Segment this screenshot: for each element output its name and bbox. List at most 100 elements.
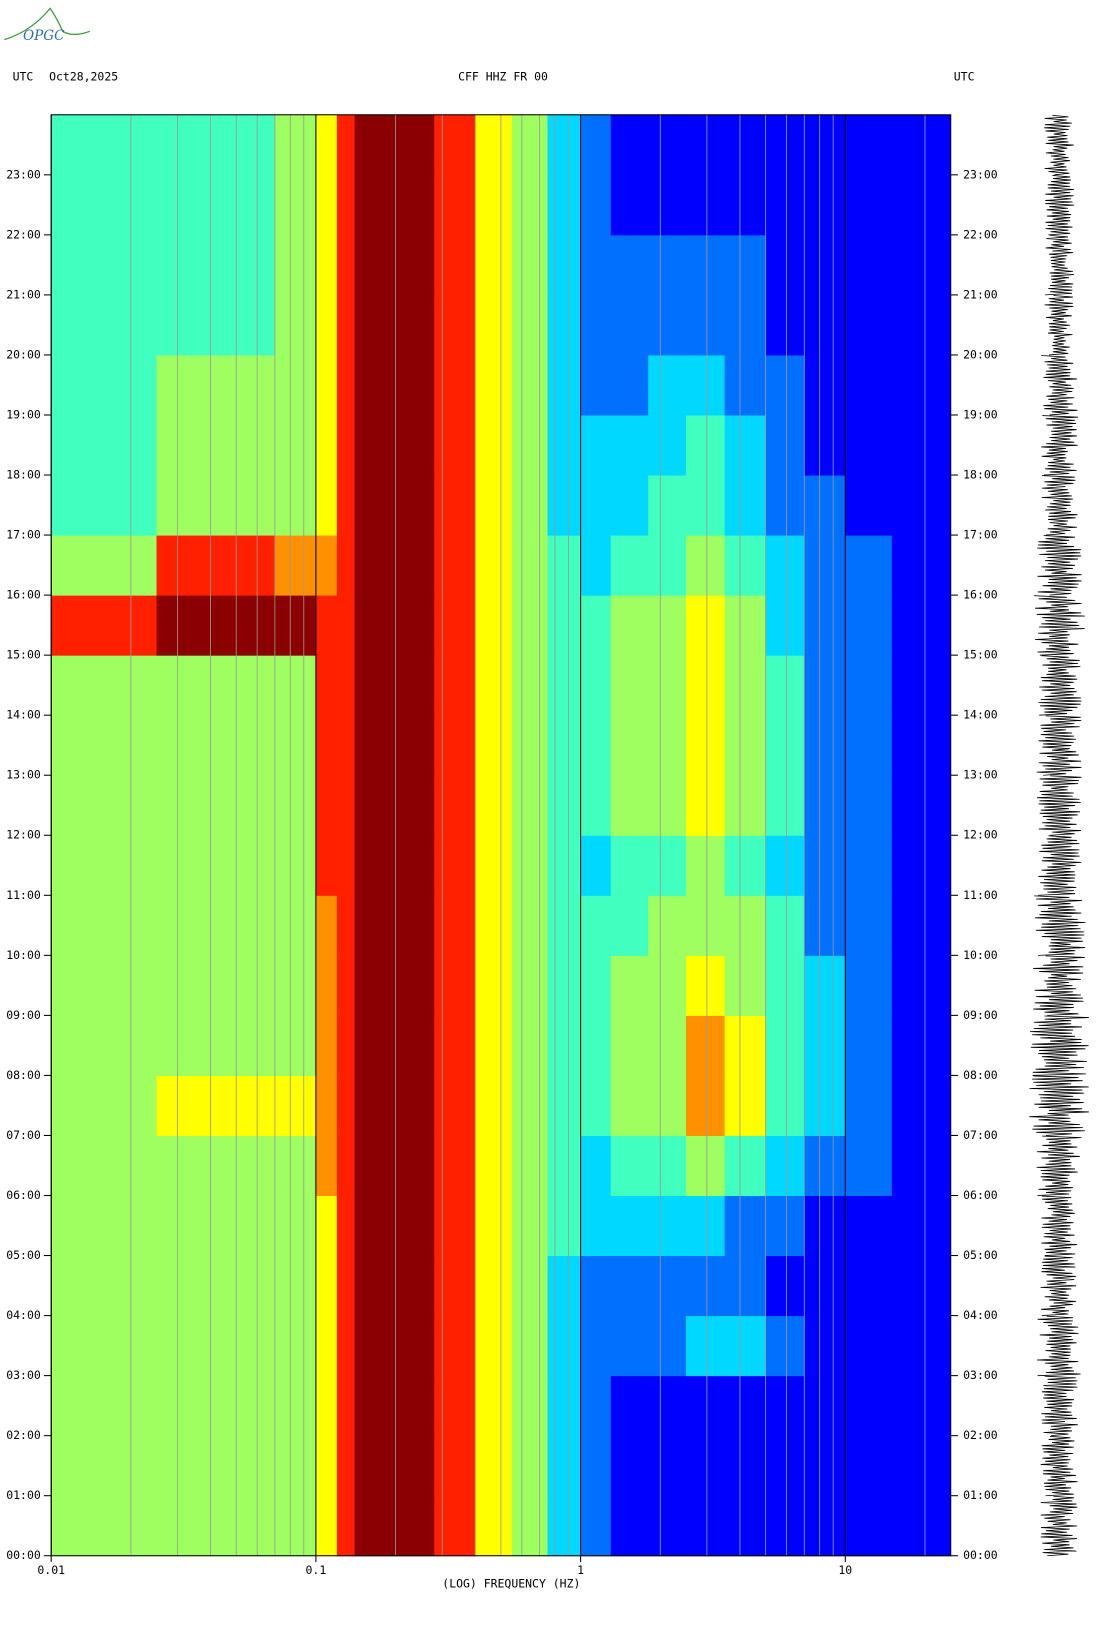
- heat-cell: [156, 1495, 276, 1557]
- date: Oct28,2025: [49, 70, 118, 84]
- heat-cell: [315, 414, 338, 476]
- heat-cell: [315, 1015, 338, 1076]
- heat-cell: [51, 114, 158, 176]
- heat-cell: [648, 715, 687, 776]
- heat-cell: [434, 1195, 476, 1257]
- heat-cell: [610, 1495, 649, 1557]
- heat-cell: [475, 595, 513, 656]
- heat-cell: [156, 414, 276, 476]
- y-tick-label: 03:00: [963, 1368, 998, 1382]
- heat-cell: [648, 595, 687, 656]
- heat-cell: [845, 1495, 893, 1557]
- heat-cell: [724, 1015, 767, 1076]
- heat-cell: [724, 1075, 767, 1136]
- y-tick-label: 12:00: [6, 828, 41, 842]
- y-tick-label: 09:00: [963, 1008, 998, 1022]
- x-tick-label: 0.01: [37, 1563, 65, 1577]
- heat-cell: [648, 1435, 687, 1497]
- heat-cell: [685, 1315, 726, 1377]
- heat-cell: [434, 1135, 476, 1197]
- heat-cell: [51, 655, 158, 716]
- heat-cell: [51, 1375, 158, 1437]
- heat-cell: [845, 1015, 893, 1076]
- heat-cell: [51, 1015, 158, 1076]
- heat-cell: [156, 895, 276, 956]
- heat-cell: [685, 715, 726, 776]
- heat-cell: [336, 535, 356, 596]
- heat-cell: [685, 1195, 726, 1257]
- heat-cell: [891, 535, 952, 596]
- heat-cell: [685, 595, 726, 656]
- y-tick-label: 00:00: [6, 1548, 41, 1562]
- heat-cell: [274, 1015, 317, 1076]
- heat-cell: [274, 595, 317, 656]
- heat-cell: [336, 294, 356, 356]
- heat-cell: [724, 1315, 767, 1377]
- heat-cell: [434, 174, 476, 236]
- heat-cell: [648, 775, 687, 836]
- heat-cell: [315, 1135, 338, 1197]
- heat-cell: [51, 414, 158, 476]
- heat-cell: [580, 775, 612, 836]
- heat-cell: [336, 595, 356, 656]
- heat-cell: [891, 955, 952, 1016]
- heat-cell: [274, 535, 317, 596]
- heat-cell: [580, 1075, 612, 1136]
- heat-cell: [511, 475, 549, 536]
- heat-cell: [511, 955, 549, 1016]
- heat-cell: [804, 535, 846, 596]
- heat-cell: [336, 655, 356, 716]
- heat-cell: [354, 114, 435, 176]
- heat-cell: [648, 234, 687, 296]
- heat-cell: [765, 174, 805, 236]
- heat-cell: [804, 174, 846, 236]
- y-tick-label: 02:00: [6, 1428, 41, 1442]
- heat-cell: [51, 1435, 158, 1497]
- heat-cell: [648, 655, 687, 716]
- heat-cell: [724, 655, 767, 716]
- heat-cell: [547, 655, 582, 716]
- trace-segment: [1038, 835, 1082, 896]
- heat-cell: [274, 1135, 317, 1197]
- heat-cell: [580, 1015, 612, 1076]
- heat-cell: [580, 114, 612, 176]
- y-tick-label: 08:00: [963, 1068, 998, 1082]
- heat-cell: [156, 475, 276, 536]
- y-tick-label: 02:00: [963, 1428, 998, 1442]
- heat-cell: [765, 1255, 805, 1317]
- heat-cell: [354, 775, 435, 836]
- heat-cell: [845, 535, 893, 596]
- heat-cell: [765, 475, 805, 536]
- heat-cell: [156, 1375, 276, 1437]
- heat-cell: [804, 1015, 846, 1076]
- heat-cell: [475, 294, 513, 356]
- heat-cell: [51, 535, 158, 596]
- heat-cell: [315, 715, 338, 776]
- heat-cell: [891, 1135, 952, 1197]
- heat-cell: [511, 1375, 549, 1437]
- heat-cell: [845, 775, 893, 836]
- heat-cell: [765, 354, 805, 416]
- heat-cell: [547, 595, 582, 656]
- heat-cell: [804, 835, 846, 896]
- trace-segment: [1034, 895, 1086, 956]
- heat-cell: [434, 294, 476, 356]
- heat-cell: [354, 475, 435, 536]
- heat-cell: [511, 1015, 549, 1076]
- heat-cell: [274, 475, 317, 536]
- heat-cell: [845, 234, 893, 296]
- heat-cell: [336, 354, 356, 416]
- heat-cell: [765, 595, 805, 656]
- heat-cell: [547, 1135, 582, 1197]
- y-tick-label: 19:00: [6, 407, 41, 421]
- heat-cell: [156, 1255, 276, 1317]
- heat-cell: [891, 1495, 952, 1557]
- heat-cell: [354, 595, 435, 656]
- heat-cell: [804, 655, 846, 716]
- heat-cell: [580, 1195, 612, 1257]
- heat-cell: [724, 1495, 767, 1557]
- heat-cell: [274, 1075, 317, 1136]
- y-tick-label: 00:00: [963, 1548, 998, 1562]
- heat-cell: [610, 174, 649, 236]
- heat-cell: [648, 114, 687, 176]
